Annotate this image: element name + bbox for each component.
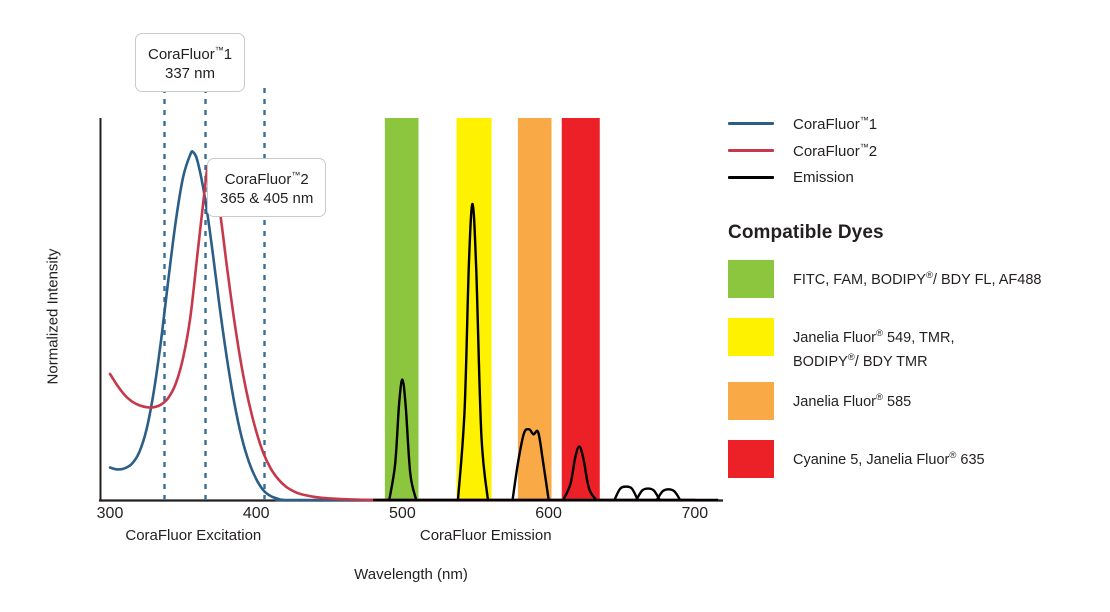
dye-label-line-2: BODIPY®/ BDY TMR [793, 351, 928, 370]
y-axis-title: Normalized Intensity [44, 248, 62, 385]
dye-item-label: Cyanine 5, Janelia Fluor® 635 [793, 438, 985, 470]
legend-line-swatch [728, 175, 774, 180]
x-tick-300: 300 [96, 505, 124, 522]
dye-label-line: Janelia Fluor® 585 [793, 391, 912, 410]
dye-color-swatch [728, 260, 774, 298]
dye-label-line: FITC, FAM, BODIPY®/ BDY FL, AF488 [793, 270, 1042, 288]
registered-symbol: ® [847, 351, 855, 363]
dye-item[interactable]: Cyanine 5, Janelia Fluor® 635 [728, 438, 1098, 488]
legend-item[interactable]: Emission [728, 164, 1098, 191]
x-axis-title: Wavelength (nm) [354, 566, 468, 583]
legend-item-label: CoraFluor™2 [793, 141, 878, 160]
callout-1-line1: CoraFluor™1 [148, 41, 232, 64]
callout-2-name: CoraFluor [224, 171, 292, 188]
callout-2-line1: CoraFluor™2 [220, 166, 313, 189]
dye-item-label: Janelia Fluor® 585 [793, 380, 911, 412]
callout-2-index: 2 [300, 171, 309, 188]
dye-color-swatch [728, 318, 774, 356]
emission-peak-0 [388, 378, 418, 502]
registered-symbol: ® [876, 391, 884, 403]
right-panel: CoraFluor™1 CoraFluor™2 Emission Compati… [728, 110, 1098, 496]
emission-peak-2 [511, 427, 550, 502]
dye-item[interactable]: FITC, FAM, BODIPY®/ BDY FL, AF488 [728, 258, 1098, 308]
callout-corafluor-2: CoraFluor™2 365 & 405 nm [207, 158, 327, 217]
registered-symbol: ® [949, 449, 957, 461]
legend-item-label: Emission [793, 169, 854, 186]
dye-item[interactable]: Janelia Fluor® 549, TMR, BODIPY®/ BDY TM… [728, 316, 1098, 372]
excitation-curve-1 [108, 162, 697, 502]
x-tick-500: 500 [389, 505, 416, 522]
series-legend: CoraFluor™1 CoraFluor™2 Emission [728, 110, 1098, 191]
callout-corafluor-1: CoraFluor™1 337 nm [135, 33, 246, 92]
emission-region-label: CoraFluor Emission [419, 527, 552, 544]
emission-peak-5 [635, 487, 661, 502]
spectra-curve-group [108, 150, 719, 502]
legend-item[interactable]: CoraFluor™2 [728, 137, 1098, 164]
dye-color-swatch [728, 381, 774, 420]
emission-band-group [384, 118, 600, 500]
dye-label-line: Cyanine 5, Janelia Fluor® 635 [793, 449, 985, 468]
legend-line-swatch [728, 122, 774, 125]
registered-symbol: ® [876, 328, 884, 339]
callout-1-index: 1 [223, 46, 233, 63]
emission-peak-3 [562, 445, 598, 502]
registered-symbol: ® [925, 270, 933, 281]
emission-peak-4 [613, 485, 639, 502]
x-tick-400: 400 [242, 505, 270, 522]
dye-color-swatch [728, 439, 774, 478]
trademark-symbol: ™ [859, 141, 869, 152]
excitation-region-label: CoraFluor Excitation [125, 527, 262, 544]
legend-item-label: CoraFluor™1 [793, 114, 878, 133]
compatible-dyes-title: Compatible Dyes [728, 222, 884, 243]
emission-peak-1 [456, 202, 490, 502]
emission-band-2 [517, 118, 552, 500]
dye-item[interactable]: Janelia Fluor® 585 [728, 380, 1098, 430]
x-tick-700: 700 [681, 505, 709, 522]
excitation-curve-0 [108, 150, 697, 502]
emission-band-3 [561, 118, 600, 500]
emission-band-0 [384, 118, 419, 500]
trademark-symbol: ™ [291, 170, 301, 180]
legend-line-swatch [728, 149, 774, 152]
compatible-dyes-list: FITC, FAM, BODIPY®/ BDY FL, AF488 Janeli… [728, 258, 1098, 488]
dye-item-label: FITC, FAM, BODIPY®/ BDY FL, AF488 [793, 258, 1041, 290]
callout-2-wavelength: 365 & 405 nm [220, 190, 314, 207]
emission-peak-6 [655, 488, 682, 502]
callout-1-name: CoraFluor [148, 46, 215, 63]
excitation-marker-group [163, 88, 266, 500]
dye-label-line: Janelia Fluor® 549, TMR, [793, 328, 955, 346]
legend-item[interactable]: CoraFluor™1 [728, 110, 1098, 137]
trademark-symbol: ™ [859, 114, 869, 125]
callout-1-wavelength: 337 nm [164, 65, 216, 82]
x-tick-600: 600 [535, 505, 562, 522]
dye-item-label: Janelia Fluor® 549, TMR, BODIPY®/ BDY TM… [793, 316, 954, 372]
trademark-symbol: ™ [214, 45, 224, 55]
